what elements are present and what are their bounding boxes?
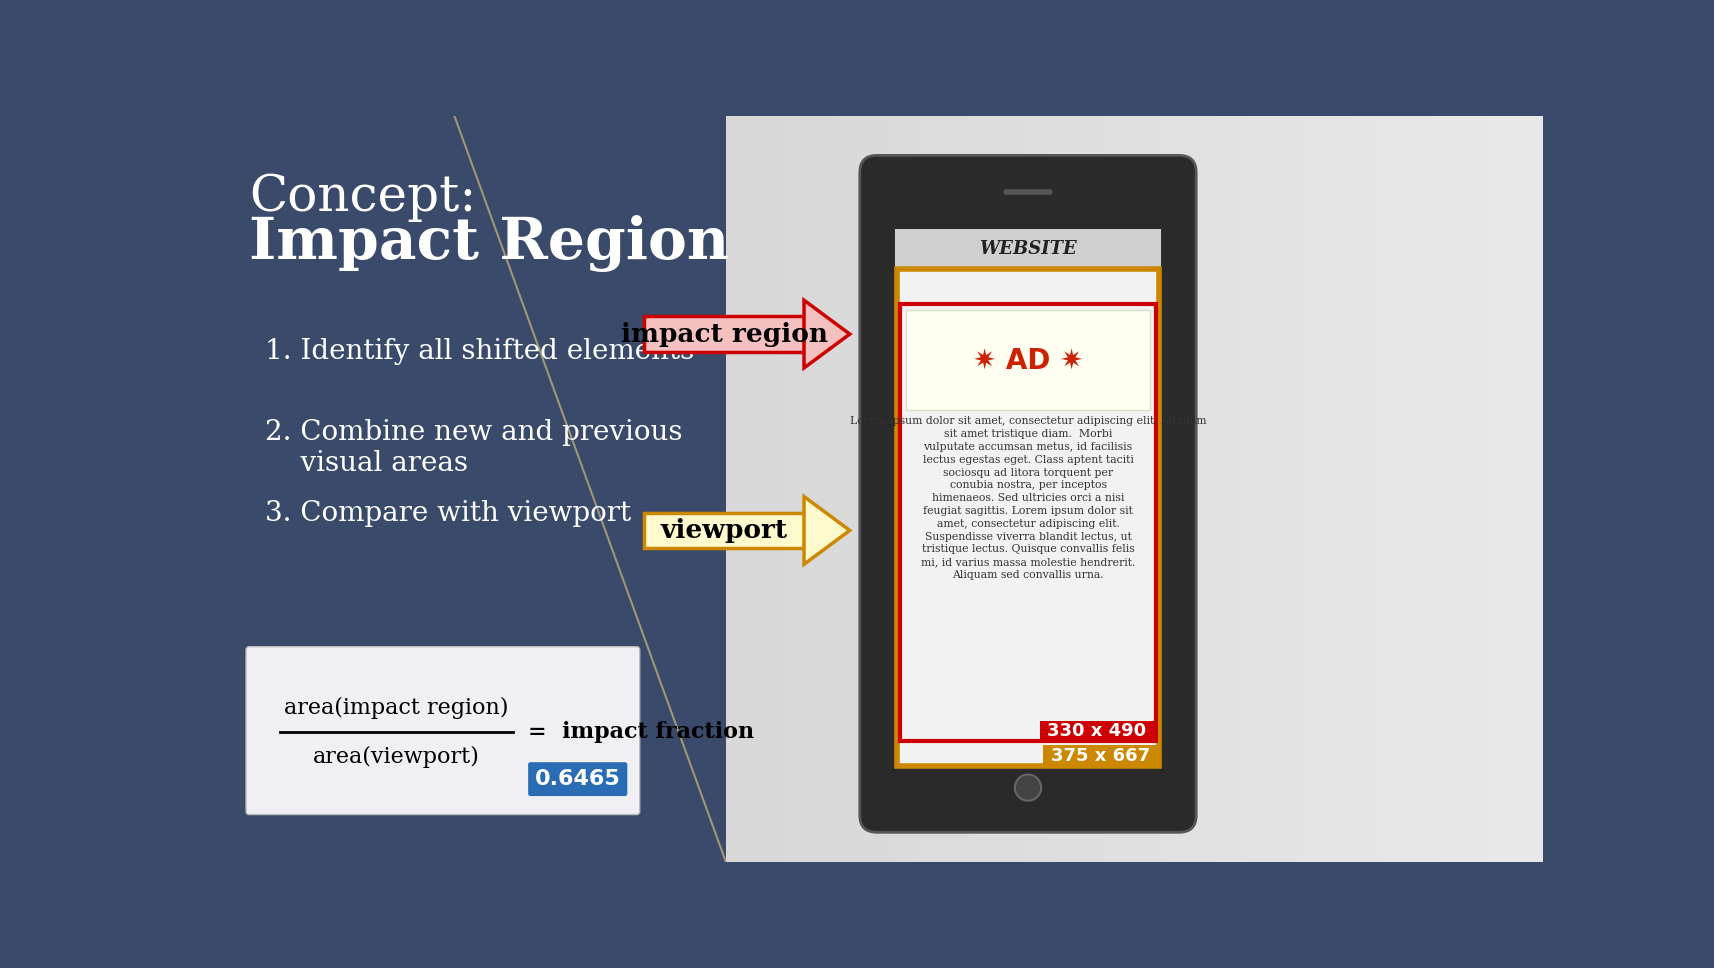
Bar [214, 116, 725, 862]
Text: 1. Identify all shifted elements: 1. Identify all shifted elements [264, 338, 694, 365]
Bar [1297, 116, 1325, 862]
Bar [895, 228, 1160, 268]
Bar [1433, 116, 1460, 862]
Bar [917, 116, 943, 862]
Bar [1380, 116, 1407, 862]
Bar [1162, 116, 1188, 862]
Text: Impact Region: Impact Region [249, 215, 730, 272]
Text: 3. Compare with viewport: 3. Compare with viewport [264, 499, 631, 527]
Bar [1488, 116, 1515, 862]
Text: =  impact fraction: = impact fraction [528, 721, 754, 743]
Polygon shape [804, 497, 850, 564]
Text: ✷ AD ✷: ✷ AD ✷ [974, 347, 1083, 375]
Bar [1188, 116, 1215, 862]
Bar [1080, 116, 1107, 862]
Bar [1515, 116, 1543, 862]
FancyBboxPatch shape [860, 156, 1196, 832]
Bar [1135, 116, 1162, 862]
Bar [907, 310, 1150, 410]
Bar [890, 116, 917, 862]
Bar [1107, 116, 1135, 862]
Bar [896, 268, 1159, 766]
Bar [644, 317, 804, 351]
Bar [1040, 720, 1154, 742]
Bar [895, 228, 1160, 768]
FancyBboxPatch shape [247, 647, 639, 814]
Circle shape [1015, 774, 1040, 801]
Bar [835, 116, 862, 862]
Bar [1460, 116, 1488, 862]
Text: impact region: impact region [620, 321, 828, 347]
Text: 0.6465: 0.6465 [535, 770, 620, 789]
Bar [725, 116, 752, 862]
Bar [1215, 116, 1243, 862]
Text: Lorem ipsum dolor sit amet, consectetur adipiscing elit. Aliquam
sit amet tristi: Lorem ipsum dolor sit amet, consectetur … [850, 416, 1207, 580]
Text: area(viewport): area(viewport) [314, 745, 480, 768]
Text: WEBSITE: WEBSITE [979, 240, 1076, 257]
Bar [807, 116, 835, 862]
Text: 2. Combine new and previous
    visual areas: 2. Combine new and previous visual areas [264, 419, 682, 477]
Bar [1243, 116, 1270, 862]
FancyBboxPatch shape [528, 762, 627, 796]
Bar [1325, 116, 1352, 862]
Bar [644, 513, 804, 548]
Bar [1042, 745, 1157, 767]
Bar [1407, 116, 1433, 862]
Text: Concept:: Concept: [249, 172, 476, 222]
Bar [752, 116, 780, 862]
Text: 330 x 490: 330 x 490 [1047, 722, 1147, 741]
Text: area(impact region): area(impact region) [285, 696, 509, 718]
Bar [998, 116, 1025, 862]
Bar [1025, 116, 1052, 862]
Bar [900, 304, 1155, 741]
Bar [1052, 116, 1080, 862]
Bar [943, 116, 970, 862]
Text: 375 x 667: 375 x 667 [1051, 747, 1150, 765]
Bar [725, 116, 1543, 862]
Bar [1270, 116, 1297, 862]
Bar [1352, 116, 1380, 862]
Bar [780, 116, 807, 862]
Text: viewport: viewport [660, 518, 788, 543]
Polygon shape [804, 300, 850, 368]
Bar [862, 116, 890, 862]
Bar [970, 116, 998, 862]
